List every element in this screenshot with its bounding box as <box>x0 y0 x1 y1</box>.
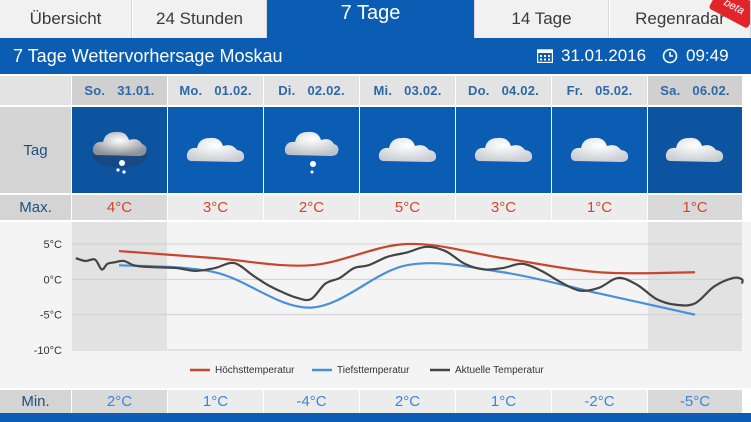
max-temp: 2°C <box>264 195 359 220</box>
day-weather-cell[interactable] <box>456 107 551 193</box>
calendar-icon <box>537 49 553 63</box>
date-label: 01.02. <box>214 83 252 98</box>
min-temp: 2°C <box>72 390 167 413</box>
min-temp: 2°C <box>360 390 455 413</box>
weekday-label: Fr. <box>566 83 584 98</box>
min-temp: 1°C <box>168 390 263 413</box>
date-label: 31.01. <box>117 83 155 98</box>
tab-overview[interactable]: Übersicht <box>0 0 132 38</box>
current-temp-line <box>75 245 744 307</box>
day-weather-cell[interactable] <box>168 107 263 193</box>
min-temp: 1°C <box>456 390 551 413</box>
weekday-label: Mo. <box>179 83 203 98</box>
day-header[interactable]: Di. 02.02. <box>264 76 359 105</box>
date-label: 03.02. <box>404 83 442 98</box>
y-tick-label: 5°C <box>44 239 63 251</box>
chart-weekend-band <box>72 222 167 349</box>
legend-label-min: Tiefsttemperatur <box>337 365 410 376</box>
forecast-time: 09:49 <box>686 46 729 65</box>
cloud-icon <box>665 137 724 162</box>
row-label-max: Max. <box>0 195 71 220</box>
max-temp: 4°C <box>72 195 167 220</box>
weekday-label: Do. <box>468 83 490 98</box>
cloud-icon <box>378 137 436 162</box>
max-temp: 3°C <box>456 195 551 220</box>
cloud-icon <box>186 137 244 162</box>
tab-24-hours[interactable]: 24 Stunden <box>133 0 267 38</box>
cloud-icon <box>570 137 628 162</box>
clock-icon <box>662 48 678 64</box>
chart-weekend-band <box>648 222 742 349</box>
tab-bar: Übersicht 24 Stunden 7 Tage 14 Tage Rege… <box>0 0 751 38</box>
max-temp: 1°C <box>648 195 742 220</box>
day-weather-cell[interactable] <box>72 107 167 193</box>
max-temp: 1°C <box>552 195 647 220</box>
min-temp-line <box>118 262 696 316</box>
cloud-icon <box>474 137 532 162</box>
max-temp: 3°C <box>168 195 263 220</box>
day-header[interactable]: So. 31.01. <box>72 76 167 105</box>
temperature-chart: 5°C 0°C -5°C -10°C Höchsttemperatur Tiefstt… <box>0 222 751 388</box>
min-temp: -4°C <box>264 390 359 413</box>
y-tick-label: 0°C <box>44 274 63 286</box>
day-header[interactable]: Do. 04.02. <box>456 76 551 105</box>
temperature-chart-svg: 5°C 0°C -5°C -10°C Höchsttemperatur Tiefstt… <box>34 222 744 376</box>
day-header[interactable]: Sa. 06.02. <box>648 76 742 105</box>
date-label: 02.02. <box>307 83 345 98</box>
max-temp-line <box>118 242 696 275</box>
day-weather-cell[interactable] <box>360 107 455 193</box>
legend-label-current: Aktuelle Temperatur <box>455 365 544 376</box>
min-temp: -2°C <box>552 390 647 413</box>
forecast-header: 7 Tage Wettervorhersage Moskau 31.01.201… <box>0 38 751 74</box>
min-temp: -5°C <box>648 390 742 413</box>
date-label: 04.02. <box>501 83 539 98</box>
day-header[interactable]: Fr. 05.02. <box>552 76 647 105</box>
header-corner <box>0 76 71 105</box>
day-header[interactable]: Mo. 01.02. <box>168 76 263 105</box>
y-tick-label: -10°C <box>34 345 62 357</box>
day-weather-cell[interactable] <box>648 107 742 193</box>
weekday-label: Mi. <box>373 83 393 98</box>
row-label-min: Min. <box>0 390 71 413</box>
y-tick-label: -5°C <box>40 310 62 322</box>
legend-label-max: Höchsttemperatur <box>215 365 295 376</box>
page-title: 7 Tage Wettervorhersage Moskau <box>13 46 283 66</box>
max-temp: 5°C <box>360 195 455 220</box>
day-header[interactable]: Mi. 03.02. <box>360 76 455 105</box>
day-weather-cell[interactable] <box>552 107 647 193</box>
tab-14-days[interactable]: 14 Tage <box>475 0 609 38</box>
chart-legend: Höchsttemperatur Tiefsttemperatur Aktuel… <box>190 365 544 376</box>
bottom-bar <box>0 413 751 422</box>
row-label-day: Tag <box>0 107 71 193</box>
date-label: 05.02. <box>595 83 633 98</box>
snow-cloud-icon <box>91 131 148 174</box>
weekday-label: Di. <box>278 83 296 98</box>
tab-7-days[interactable]: 7 Tage <box>267 0 475 38</box>
date-label: 06.02. <box>692 83 730 98</box>
weekday-label: So. <box>84 83 106 98</box>
snow-cloud-icon <box>284 131 338 174</box>
day-weather-cell[interactable] <box>264 107 359 193</box>
tab-rain-radar-label: Regenradar <box>635 9 725 28</box>
weekday-label: Sa. <box>660 83 681 98</box>
forecast-date: 31.01.2016 <box>561 46 647 65</box>
tab-rain-radar[interactable]: Regenradar beta <box>610 0 751 38</box>
